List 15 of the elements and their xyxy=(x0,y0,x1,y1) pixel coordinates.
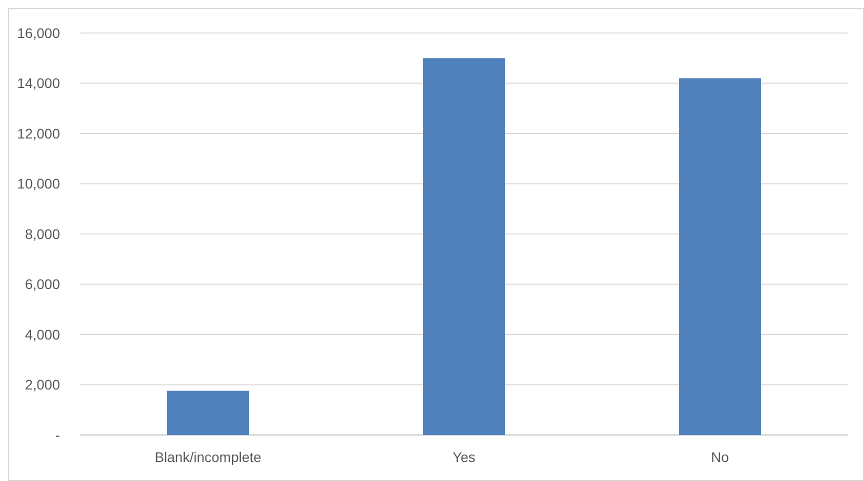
y-tick-label: 2,000 xyxy=(24,376,60,393)
bar xyxy=(423,58,505,435)
y-tick-label: 16,000 xyxy=(17,24,60,41)
y-tick-label: 14,000 xyxy=(17,75,60,92)
bar xyxy=(679,78,761,435)
y-tick-label: - xyxy=(55,426,60,443)
x-tick-label: No xyxy=(711,449,730,465)
y-tick-label: 4,000 xyxy=(24,326,60,342)
y-tick-label: 8,000 xyxy=(24,226,60,242)
x-tick-label: Blank/incomplete xyxy=(154,449,262,465)
bar xyxy=(167,390,249,435)
y-tick-label: 10,000 xyxy=(17,176,60,192)
y-tick-label: 12,000 xyxy=(17,125,60,142)
y-tick-label: 6,000 xyxy=(24,276,60,292)
x-tick-label: Yes xyxy=(452,449,476,465)
